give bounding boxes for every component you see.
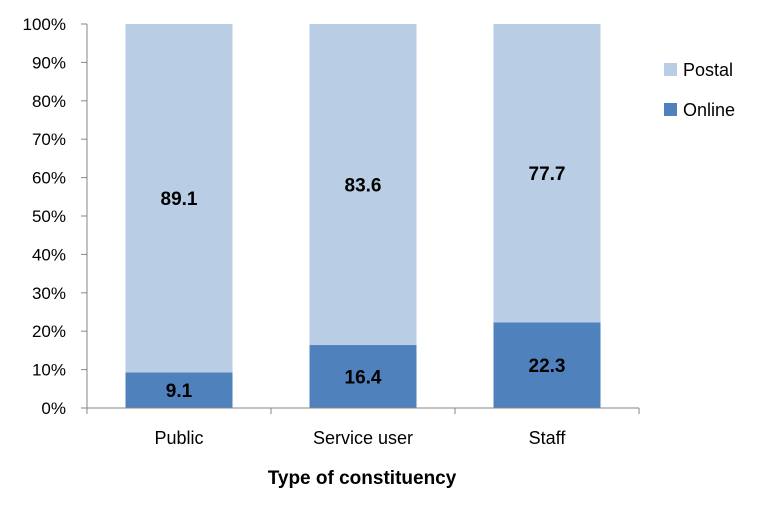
data-label-postal-public: 89.1 <box>161 189 198 210</box>
y-tick-label: 90% <box>32 53 66 72</box>
data-labels-layer: 9.1 89.1 16.4 83.6 22.3 77.7 <box>161 164 566 402</box>
data-label-online-public: 9.1 <box>166 381 193 402</box>
axes-layer: 0% 10% 20% 30% 40% 50% 60% 70% 80% 90% 100% Public S… <box>23 15 640 448</box>
y-tick-label: 40% <box>32 245 66 264</box>
bar-postal-service-user <box>309 24 417 346</box>
data-label-postal-service-user: 83.6 <box>345 176 382 197</box>
y-tick-label: 30% <box>32 284 66 303</box>
data-label-online-staff: 22.3 <box>529 356 566 377</box>
legend-label-postal: Postal <box>683 60 733 80</box>
y-tick-label: 60% <box>32 169 66 188</box>
y-tick-label: 70% <box>32 130 66 149</box>
legend-label-online: Online <box>683 100 735 120</box>
y-tick-label: 100% <box>23 15 66 34</box>
bar-postal-staff <box>493 24 601 323</box>
x-category-label: Service user <box>313 428 413 448</box>
legend: Postal Online <box>664 60 735 120</box>
x-category-label: Staff <box>529 428 567 448</box>
y-tick-label: 20% <box>32 322 66 341</box>
x-category-label: Public <box>154 428 203 448</box>
y-tick-label: 50% <box>32 207 66 226</box>
legend-swatch-postal <box>664 63 677 76</box>
bar-online-public <box>125 372 233 408</box>
bar-postal-public <box>125 24 233 373</box>
bar-online-staff <box>493 322 601 408</box>
bars-layer <box>125 24 601 408</box>
data-label-postal-staff: 77.7 <box>529 164 566 185</box>
y-tick-label: 80% <box>32 92 66 111</box>
x-axis-title: Type of constituency <box>268 468 457 489</box>
data-label-online-service-user: 16.4 <box>345 368 382 389</box>
bar-online-service-user <box>309 345 417 408</box>
y-tick-label: 0% <box>41 399 66 418</box>
legend-swatch-online <box>664 103 677 116</box>
y-tick-label: 10% <box>32 361 66 380</box>
